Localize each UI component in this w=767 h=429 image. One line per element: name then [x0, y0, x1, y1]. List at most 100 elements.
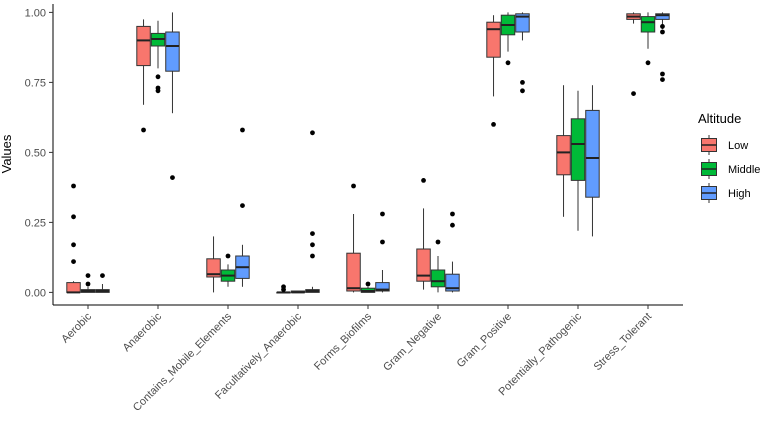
outlier-point	[380, 211, 385, 217]
box-body	[556, 135, 571, 176]
outlier-point	[85, 281, 91, 287]
outlier-point	[310, 231, 315, 237]
box-low-2	[206, 236, 221, 293]
outlier-point	[520, 88, 525, 94]
box-low-5	[416, 178, 431, 290]
outlier-point	[71, 259, 76, 264]
box-high-6	[515, 12, 530, 94]
outlier-point	[240, 127, 245, 133]
outlier-point	[170, 175, 175, 181]
outlier-point	[100, 273, 105, 278]
outlier-point	[660, 71, 665, 77]
outlier-point	[155, 85, 161, 91]
legend-label: Middle	[728, 164, 760, 176]
y-axis-title: Values	[0, 134, 14, 173]
box-low-0	[66, 183, 81, 294]
legend-item-low: Low	[701, 135, 748, 155]
outlier-point	[141, 127, 146, 133]
outlier-point	[225, 253, 231, 259]
box-body	[375, 282, 390, 292]
box-high-7	[585, 85, 600, 237]
outlier-point	[71, 183, 76, 189]
y-tick-label: 1.00	[25, 7, 46, 19]
legend: Altitude Low Middle High	[698, 111, 760, 203]
outlier-point	[660, 24, 665, 29]
box-low-7	[556, 85, 571, 217]
legend-item-high: High	[701, 183, 751, 203]
y-ticks: 0.00 0.25 0.50 0.75 1.00	[25, 7, 53, 299]
outlier-point	[505, 60, 511, 66]
box-body	[640, 16, 656, 33]
y-tick-label: 0.50	[25, 147, 46, 159]
legend-title: Altitude	[698, 111, 741, 126]
box-low-4	[346, 183, 361, 293]
plot-area	[66, 12, 670, 294]
box-low-3	[276, 284, 291, 294]
outlier-point	[240, 203, 245, 209]
box-middle-1	[150, 20, 166, 94]
box-body	[416, 248, 431, 282]
outlier-point	[421, 178, 426, 183]
outlier-point	[645, 60, 651, 66]
box-body	[66, 282, 81, 293]
box-middle-0	[80, 273, 96, 293]
x-tick-label: Gram_Positive	[455, 311, 514, 370]
outlier-point	[310, 130, 315, 136]
box-body	[486, 21, 501, 58]
outlier-point	[660, 29, 665, 35]
box-high-4	[375, 211, 390, 293]
box-body	[515, 13, 530, 33]
x-tick-label: Forms_Biofilms	[312, 310, 374, 372]
x-ticks: Aerobic AnaerobicContains_Mobile_Elements…	[59, 305, 654, 414]
x-tick-label: Anaerobic	[121, 310, 165, 354]
outlier-point	[365, 281, 371, 287]
outlier-point	[520, 80, 525, 85]
box-high-1	[165, 12, 180, 181]
box-high-2	[235, 127, 250, 287]
box-body	[570, 118, 586, 181]
outlier-point	[631, 91, 636, 96]
outlier-point	[380, 239, 385, 245]
box-middle-3	[290, 290, 306, 294]
y-tick-label: 0.25	[25, 217, 46, 229]
x-tick-label: Aerobic	[59, 310, 94, 345]
box-low-1	[136, 19, 151, 133]
x-tick-label: Stress_Tolerant	[592, 311, 655, 374]
y-tick-label: 0.75	[25, 77, 46, 89]
box-high-5	[445, 211, 460, 293]
box-low-6	[486, 15, 501, 127]
x-tick-label: Gram_Negative	[381, 311, 444, 374]
box-body	[445, 273, 460, 292]
box-middle-7	[570, 90, 586, 231]
outlier-point	[310, 253, 315, 259]
outlier-point	[491, 122, 496, 127]
outlier-point	[85, 273, 91, 278]
box-body	[430, 269, 446, 288]
box-middle-8	[640, 12, 656, 66]
box-middle-2	[220, 253, 236, 287]
box-body	[585, 109, 600, 198]
box-middle-5	[430, 239, 446, 293]
box-high-8	[655, 12, 670, 82]
outlier-point	[351, 183, 356, 189]
legend-label: Low	[728, 140, 748, 152]
outlier-point	[71, 242, 76, 248]
outlier-point	[281, 284, 286, 290]
box-high-3	[305, 130, 320, 293]
box-middle-4	[360, 281, 376, 293]
outlier-point	[450, 211, 455, 217]
y-tick-label: 0.00	[25, 287, 46, 299]
legend-item-middle: Middle	[701, 159, 760, 179]
outlier-point	[310, 242, 315, 248]
legend-label: High	[728, 188, 751, 200]
box-middle-6	[500, 12, 516, 66]
outlier-point	[435, 239, 441, 245]
box-body	[206, 258, 221, 278]
box-body	[346, 252, 361, 292]
box-body	[136, 25, 151, 67]
outlier-point	[660, 77, 665, 82]
outlier-point	[71, 214, 76, 220]
box-body	[165, 31, 180, 72]
box-high-0	[95, 273, 110, 293]
